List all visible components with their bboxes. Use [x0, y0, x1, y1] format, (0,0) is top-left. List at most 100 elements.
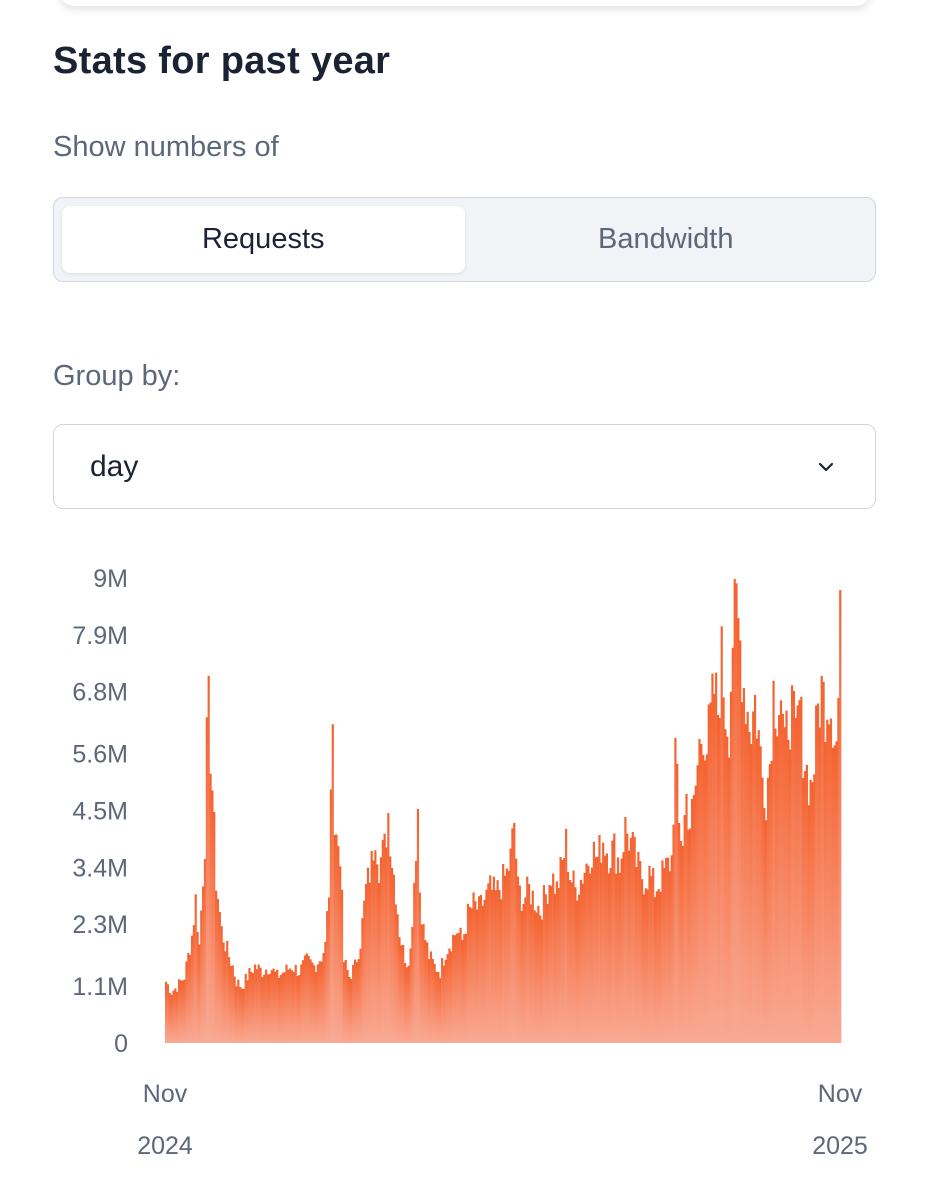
bar[interactable] [631, 831, 634, 1043]
bar[interactable] [335, 834, 338, 1044]
bar[interactable] [815, 705, 818, 1043]
bar[interactable] [403, 963, 407, 1043]
bar[interactable] [394, 904, 397, 1043]
bar[interactable] [622, 852, 625, 1043]
bar[interactable] [831, 747, 834, 1043]
bar[interactable] [816, 703, 820, 1043]
bar[interactable] [466, 903, 470, 1043]
bar[interactable] [227, 957, 231, 1043]
bar[interactable] [318, 961, 321, 1043]
bar[interactable] [253, 964, 257, 1043]
bar[interactable] [707, 704, 710, 1043]
bar[interactable] [479, 894, 483, 1043]
bar[interactable] [674, 737, 677, 1043]
bar[interactable] [500, 899, 503, 1043]
bar[interactable] [365, 884, 368, 1043]
bar[interactable] [372, 860, 375, 1043]
bar[interactable] [465, 933, 468, 1043]
bar[interactable] [639, 861, 642, 1043]
bar[interactable] [350, 978, 353, 1043]
bar[interactable] [702, 754, 705, 1043]
bar[interactable] [503, 875, 507, 1043]
bar[interactable] [194, 894, 197, 1043]
bar[interactable] [368, 882, 371, 1043]
bar[interactable] [470, 908, 473, 1043]
bar[interactable] [531, 890, 534, 1043]
group-by-select[interactable]: day [53, 424, 876, 509]
bar[interactable] [679, 841, 683, 1043]
bar[interactable] [635, 867, 638, 1043]
bar[interactable] [659, 891, 662, 1043]
bar[interactable] [646, 889, 649, 1044]
bar[interactable] [600, 862, 603, 1043]
bar[interactable] [507, 870, 510, 1043]
bar[interactable] [248, 968, 251, 1043]
bar[interactable] [581, 883, 584, 1043]
bar[interactable] [811, 782, 814, 1043]
bar[interactable] [333, 834, 336, 1043]
bar[interactable] [726, 736, 729, 1043]
bar[interactable] [515, 858, 518, 1043]
bar[interactable] [511, 828, 514, 1043]
bar[interactable] [611, 840, 614, 1043]
bar[interactable] [620, 858, 623, 1043]
bar[interactable] [340, 889, 344, 1043]
bar[interactable] [785, 710, 788, 1043]
bar[interactable] [476, 909, 479, 1043]
bar[interactable] [440, 957, 444, 1043]
bar[interactable] [792, 691, 796, 1043]
bar[interactable] [594, 857, 597, 1043]
bar[interactable] [800, 696, 803, 1043]
bar[interactable] [757, 730, 760, 1043]
bar[interactable] [433, 963, 436, 1043]
bar[interactable] [529, 904, 533, 1043]
bar[interactable] [166, 984, 170, 1043]
bar[interactable] [426, 942, 429, 1043]
bar[interactable] [616, 857, 620, 1043]
bar[interactable] [576, 900, 579, 1043]
bar[interactable] [450, 951, 453, 1043]
bar[interactable] [628, 850, 631, 1043]
bar[interactable] [633, 836, 636, 1043]
bar[interactable] [168, 993, 171, 1043]
bar[interactable] [542, 885, 546, 1043]
bar[interactable] [213, 812, 216, 1043]
bar[interactable] [474, 901, 477, 1043]
bar[interactable] [300, 964, 303, 1043]
bar[interactable] [183, 979, 186, 1043]
bar[interactable] [279, 974, 283, 1043]
bar[interactable] [261, 977, 264, 1043]
bar[interactable] [292, 971, 295, 1043]
bar[interactable] [653, 897, 657, 1043]
bar[interactable] [457, 932, 460, 1043]
bar[interactable] [652, 868, 655, 1043]
bar[interactable] [357, 959, 360, 1043]
bar[interactable] [444, 959, 447, 1043]
bar[interactable] [263, 974, 266, 1043]
bar[interactable] [226, 940, 229, 1043]
bar[interactable] [520, 910, 523, 1043]
bar[interactable] [565, 828, 568, 1043]
bar[interactable] [370, 850, 373, 1043]
bar[interactable] [602, 842, 605, 1043]
bar[interactable] [211, 790, 214, 1043]
bar[interactable] [490, 889, 494, 1043]
bar[interactable] [746, 711, 749, 1043]
bar[interactable] [555, 881, 558, 1043]
bar[interactable] [774, 728, 777, 1043]
bar[interactable] [296, 976, 299, 1043]
bar[interactable] [813, 774, 816, 1043]
bar[interactable] [681, 845, 684, 1043]
bar[interactable] [728, 757, 731, 1043]
bar[interactable] [528, 884, 531, 1043]
bar[interactable] [637, 851, 640, 1043]
bar[interactable] [548, 885, 551, 1043]
bar[interactable] [311, 962, 314, 1043]
bar[interactable] [324, 941, 327, 1043]
bar[interactable] [431, 959, 434, 1043]
bar[interactable] [455, 933, 458, 1043]
bar[interactable] [337, 846, 340, 1043]
tab-bandwidth[interactable]: Bandwidth [598, 223, 734, 255]
bar[interactable] [385, 847, 388, 1043]
bar[interactable] [437, 971, 440, 1043]
